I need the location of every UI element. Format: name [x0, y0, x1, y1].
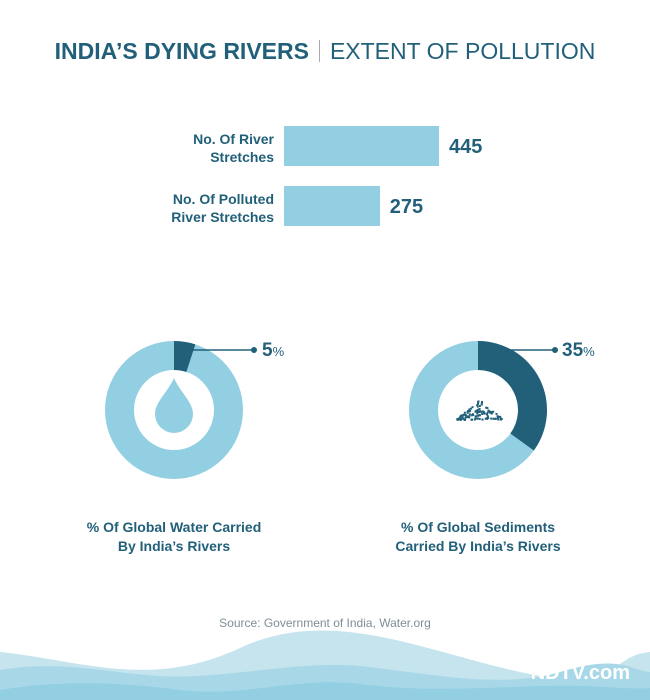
title-sub: EXTENT OF POLLUTION [329, 38, 596, 64]
donut-label: % Of Global Water Carried By India’s Rive… [86, 519, 262, 554]
title-divider [318, 40, 320, 62]
leader-dot [251, 347, 257, 353]
title-main: INDIA’S DYING RIVERS [54, 38, 309, 64]
bar-value: 445 [449, 136, 483, 158]
bar-river-stretches [284, 126, 439, 166]
bar-value: 275 [389, 196, 424, 218]
donut-value: 35% [562, 340, 595, 361]
donut-water [105, 341, 257, 479]
bar-polluted-stretches [284, 186, 380, 226]
donut-highlight-slice [174, 341, 196, 372]
ndtv-logo: NDTV.com [530, 662, 630, 684]
bar-label: No. Of River Stretches [193, 131, 274, 165]
donut-sediments [409, 341, 558, 479]
bar-label: No. Of Polluted River Stretches [171, 191, 274, 225]
water-drop-icon [155, 378, 193, 433]
page-title: INDIA’S DYING RIVERS EXTENT OF POLLUTION [0, 38, 650, 65]
source-note: Source: Government of India, Water.org [219, 616, 431, 630]
sediment-pile-icon [456, 400, 503, 421]
leader-dot [552, 347, 558, 353]
donut-label: % Of Global Sediments Carried By India’s … [395, 519, 561, 554]
wave-decoration [0, 630, 650, 700]
donut-value: 5% [262, 340, 285, 361]
donut-highlight-slice [478, 341, 547, 451]
wave-shape [0, 682, 650, 700]
